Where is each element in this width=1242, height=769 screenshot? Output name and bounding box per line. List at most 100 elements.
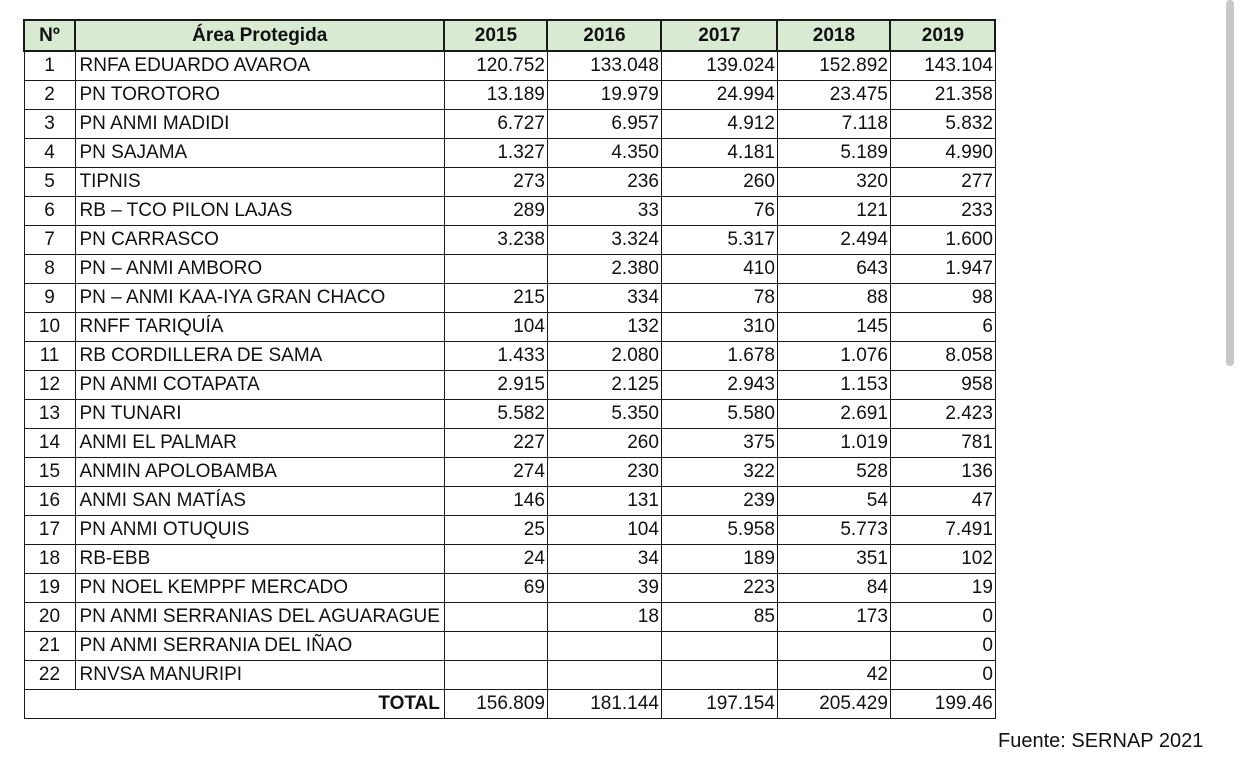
table-row: 11 RB CORDILLERA DE SAMA 1.433 2.080 1.678 1.… (23, 340, 996, 371)
total-row: TOTAL 156.809 181.144 197.154 205.429 19… (23, 688, 996, 719)
value-2018: 23.475 (776, 79, 891, 110)
value-2018: 54 (776, 485, 891, 516)
total-2019: 199.46 (889, 688, 996, 719)
source-note: Fuente: SERNAP 2021 (998, 730, 1204, 752)
value-2018: 1.153 (776, 369, 891, 400)
value-2019: 47 (889, 485, 996, 516)
value-2015: 2.915 (443, 369, 548, 400)
table-row: 4 PN SAJAMA 1.327 4.350 4.181 5.189 4.990 (23, 137, 996, 168)
protected-area-name: PN ANMI COTAPATA (74, 369, 445, 400)
value-2019: 0 (889, 601, 996, 632)
header-2017: 2017 (660, 19, 779, 52)
row-number: 6 (23, 195, 76, 226)
row-number: 2 (23, 79, 76, 110)
value-2015: 1.327 (443, 137, 548, 168)
value-2017: 223 (660, 572, 778, 603)
value-2019: 4.990 (889, 137, 996, 168)
protected-area-name: PN TUNARI (74, 398, 445, 429)
value-2018: 5.189 (776, 137, 891, 168)
table-row: 5 TIPNIS 273 236 260 320 277 (23, 166, 996, 197)
protected-area-name: PN – ANMI KAA-IYA GRAN CHACO (74, 282, 445, 313)
value-2017: 260 (660, 166, 778, 197)
value-2019: 781 (889, 427, 996, 458)
value-2015 (443, 659, 548, 690)
value-2017: 24.994 (660, 79, 778, 110)
table-row: 10 RNFF TARIQUÍA 104 132 310 145 6 (23, 311, 996, 342)
value-2018: 84 (776, 572, 891, 603)
table-row: 14 ANMI EL PALMAR 227 260 375 1.019 781 (23, 427, 996, 458)
value-2016 (546, 630, 662, 661)
table-row: 21 PN ANMI SERRANIA DEL IÑAO 0 (23, 630, 996, 661)
value-2017: 139.024 (660, 50, 778, 81)
value-2015: 13.189 (443, 79, 548, 110)
protected-area-name: RB-EBB (74, 543, 445, 574)
header-2018: 2018 (776, 19, 892, 52)
protected-area-name: PN – ANMI AMBORO (74, 253, 445, 284)
protected-area-name: PN TOROTORO (74, 79, 445, 110)
table-row: 17 PN ANMI OTUQUIS 25 104 5.958 5.773 7.491 (23, 514, 996, 545)
table-row: 16 ANMI SAN MATÍAS 146 131 239 54 47 (23, 485, 996, 516)
value-2019: 5.832 (889, 108, 996, 139)
value-2015: 227 (443, 427, 548, 458)
value-2017: 375 (660, 427, 778, 458)
value-2017 (660, 630, 778, 661)
value-2016: 2.380 (546, 253, 662, 284)
value-2017: 85 (660, 601, 778, 632)
row-number: 21 (23, 630, 76, 661)
row-number: 19 (23, 572, 76, 603)
value-2015: 6.727 (443, 108, 548, 139)
value-2018: 2.691 (776, 398, 891, 429)
value-2019: 233 (889, 195, 996, 226)
row-number: 17 (23, 514, 76, 545)
value-2015 (443, 601, 548, 632)
row-number: 11 (23, 340, 76, 371)
value-2016: 19.979 (546, 79, 662, 110)
value-2019: 277 (889, 166, 996, 197)
total-label: TOTAL (75, 688, 445, 719)
table-row: 15 ANMIN APOLOBAMBA 274 230 322 528 136 (23, 456, 996, 487)
value-2018: 1.076 (776, 340, 891, 371)
value-2018: 5.773 (776, 514, 891, 545)
row-number: 14 (23, 427, 76, 458)
row-number: 16 (23, 485, 76, 516)
value-2019: 102 (889, 543, 996, 574)
row-number: 12 (23, 369, 76, 400)
value-2017: 322 (660, 456, 778, 487)
protected-area-name: PN SAJAMA (74, 137, 445, 168)
value-2015: 24 (443, 543, 548, 574)
protected-area-name: PN NOEL KEMPPF MERCADO (74, 572, 445, 603)
row-number: 22 (23, 659, 76, 690)
value-2016: 132 (546, 311, 662, 342)
header-number: Nº (23, 19, 76, 52)
value-2017: 5.958 (660, 514, 778, 545)
value-2017: 76 (660, 195, 778, 226)
table-row: 3 PN ANMI MADIDI 6.727 6.957 4.912 7.118 5.832 (23, 108, 996, 139)
value-2016: 6.957 (546, 108, 662, 139)
row-number: 4 (23, 137, 76, 168)
value-2016: 4.350 (546, 137, 662, 168)
table-header-row: Nº Área Protegida 2015 2016 2017 2018 20… (23, 19, 997, 52)
table-row: 13 PN TUNARI 5.582 5.350 5.580 2.691 2.423 (23, 398, 996, 429)
value-2018: 121 (776, 195, 891, 226)
total-2018: 205.429 (776, 688, 891, 719)
row-number: 9 (23, 282, 76, 313)
value-2017 (660, 659, 778, 690)
value-2019: 1.600 (889, 224, 996, 255)
value-2016: 18 (546, 601, 662, 632)
value-2015: 25 (443, 514, 548, 545)
table-row: 9 PN – ANMI KAA-IYA GRAN CHACO 215 334 78 88 9… (23, 282, 996, 313)
value-2015: 146 (443, 485, 548, 516)
value-2017: 239 (660, 485, 778, 516)
row-number: 5 (23, 166, 76, 197)
row-number: 15 (23, 456, 76, 487)
protected-area-name: PN ANMI OTUQUIS (74, 514, 445, 545)
value-2017: 5.317 (660, 224, 778, 255)
table-row: 20 PN ANMI SERRANIAS DEL AGUARAGUE 18 85 173… (23, 601, 996, 632)
vertical-scrollbar[interactable] (1226, 0, 1234, 366)
value-2015: 69 (443, 572, 548, 603)
value-2018: 173 (776, 601, 891, 632)
protected-area-name: PN ANMI SERRANIA DEL IÑAO (74, 630, 445, 661)
value-2015: 289 (443, 195, 548, 226)
row-number: 3 (23, 108, 76, 139)
value-2018: 145 (776, 311, 891, 342)
